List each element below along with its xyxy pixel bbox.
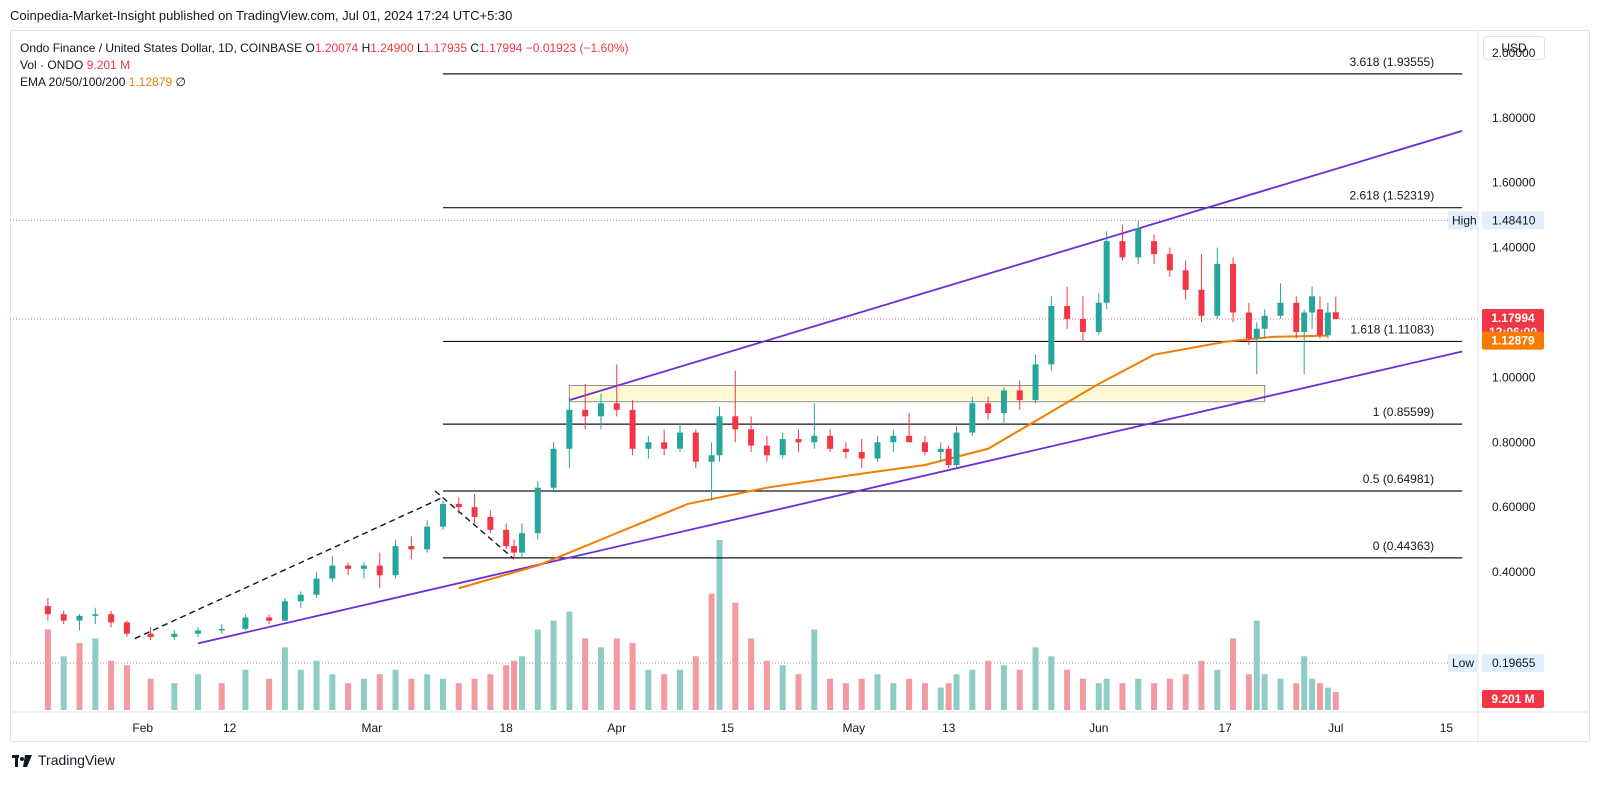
- chart-frame: [10, 30, 1590, 742]
- ema-extra: ∅: [175, 75, 186, 89]
- volume-row[interactable]: Vol · ONDO 9.201 M: [20, 57, 629, 74]
- open-label: O: [305, 41, 315, 55]
- symbol-row[interactable]: Ondo Finance / United States Dollar, 1D,…: [20, 40, 629, 57]
- volume-value: 9.201 M: [86, 58, 131, 72]
- tradingview-logo[interactable]: TradingView: [12, 752, 115, 768]
- ema-value: 1.12879: [128, 75, 173, 89]
- high-value: 1.24900: [370, 41, 414, 55]
- close-value: 1.17994: [479, 41, 523, 55]
- ema-label: EMA 20/50/100/200: [20, 75, 126, 89]
- high-label: H: [361, 41, 371, 55]
- tradingview-brand: TradingView: [38, 752, 116, 768]
- volume-label: Vol · ONDO: [20, 58, 84, 72]
- close-label: C: [470, 41, 480, 55]
- currency-button[interactable]: USD: [1483, 36, 1545, 60]
- low-label: L: [416, 41, 424, 55]
- tradingview-logo-icon: [12, 754, 32, 767]
- low-value: 1.17935: [423, 41, 468, 55]
- ema-row[interactable]: EMA 20/50/100/200 1.12879 ∅: [20, 74, 629, 91]
- symbol-name: Ondo Finance / United States Dollar, 1D,…: [20, 41, 303, 55]
- open-value: 1.20074: [314, 41, 359, 55]
- change-value: −0.01923 (−1.60%): [525, 41, 629, 55]
- chart-legend: Ondo Finance / United States Dollar, 1D,…: [20, 40, 629, 91]
- publish-caption: Coinpedia-Market-Insight published on Tr…: [10, 8, 513, 23]
